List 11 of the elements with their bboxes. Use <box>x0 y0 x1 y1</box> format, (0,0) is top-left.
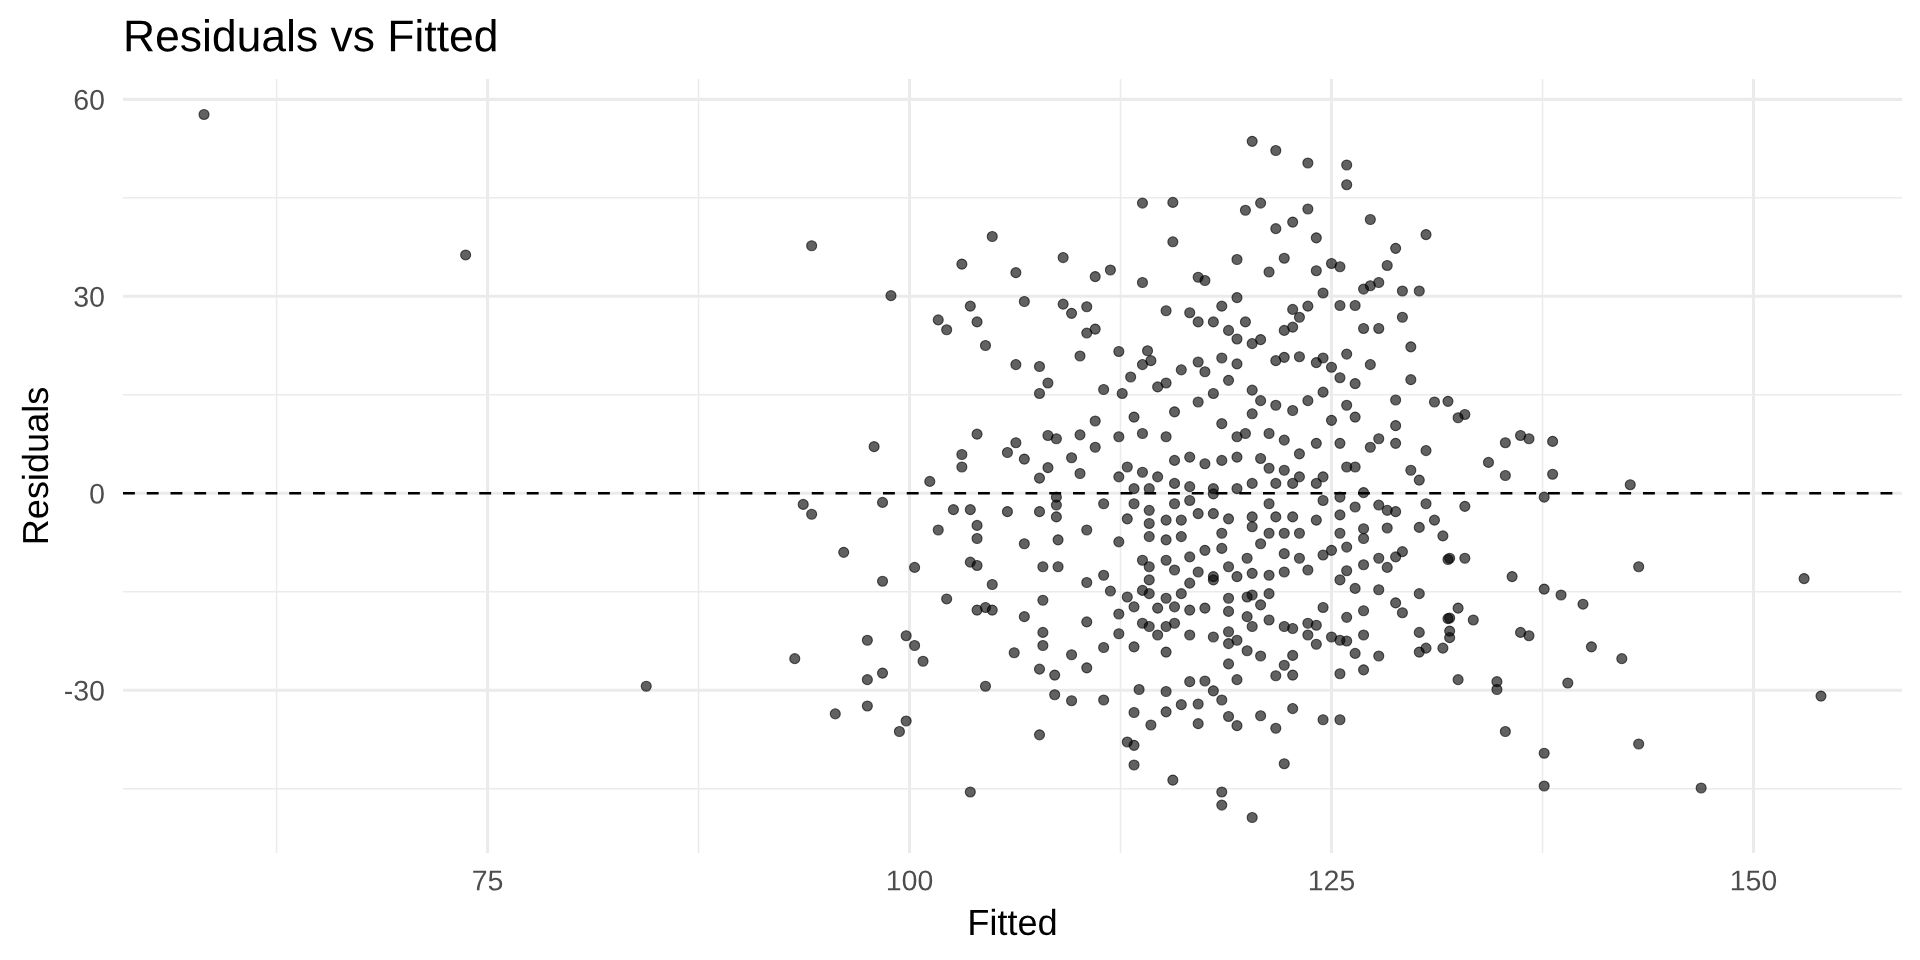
x-axis-title: Fitted <box>970 908 1056 936</box>
x-tick-label: 75 <box>473 870 503 891</box>
y-axis-title: Residuals <box>21 388 49 543</box>
x-tick-label: 100 <box>887 870 933 891</box>
chart-title: Residuals vs Fitted <box>126 19 496 52</box>
x-tick-label: 125 <box>1309 870 1355 891</box>
y-tick-label: 60 <box>74 89 104 110</box>
y-tick-label: -30 <box>65 680 104 701</box>
y-tick-label: 30 <box>74 286 104 307</box>
x-tick-label: 150 <box>1731 870 1777 891</box>
y-tick-label: 0 <box>90 483 104 504</box>
